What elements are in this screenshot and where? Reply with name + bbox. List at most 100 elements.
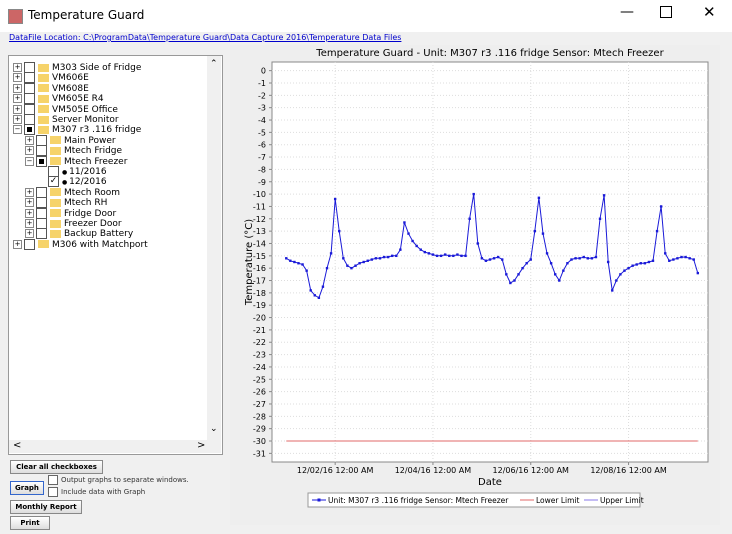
x-tick-label: 12/02/16 12:00 AM: [297, 466, 374, 475]
data-point: [578, 257, 581, 260]
chart-title: Temperature Guard - Unit: M307 r3 .116 f…: [315, 48, 664, 59]
data-point: [362, 260, 365, 264]
minimize[interactable]: —: [620, 4, 634, 20]
data-point: [411, 239, 414, 243]
data-point: [611, 289, 614, 292]
data-file-link[interactable]: DataFile Location: C:\ProgramData\Temper…: [9, 33, 402, 42]
legend-marker: [317, 498, 321, 502]
data-point: [574, 257, 577, 260]
data-point: [582, 255, 585, 259]
tree-label: Fridge Door: [64, 208, 117, 219]
tree-node[interactable]: + M306 with Matchport: [13, 238, 148, 250]
y-tick-label: -28: [253, 412, 266, 421]
tree-label: 11/2016: [69, 167, 107, 177]
tree-node[interactable]: + Backup Battery: [25, 228, 134, 240]
y-tick-label: -29: [253, 425, 266, 434]
data-point: [631, 264, 634, 267]
maximize[interactable]: [660, 6, 672, 18]
legend-label: Upper Limit: [600, 496, 644, 505]
graph-button[interactable]: Graph: [10, 481, 44, 495]
tree-label: VM505E Office: [52, 104, 118, 115]
tree-node[interactable]: − Mtech Freezer: [25, 155, 128, 167]
data-point: [293, 260, 296, 264]
data-point: [460, 254, 463, 258]
tree-node[interactable]: − M307 r3 .116 fridge: [13, 124, 142, 136]
data-point: [439, 254, 443, 258]
data-point: [305, 269, 308, 272]
x-axis-label: Date: [478, 477, 502, 488]
data-point: [586, 257, 589, 260]
data-point: [370, 258, 374, 261]
y-tick-label: -27: [253, 400, 266, 409]
data-point: [342, 257, 345, 260]
separate-label: Output graphs to separate windows.: [61, 476, 189, 484]
data-point: [513, 279, 516, 282]
h-scrollbar[interactable]: < >: [9, 440, 221, 453]
x-tick-label: 12/04/16 12:00 AM: [395, 466, 472, 475]
data-point: [623, 269, 626, 272]
tree-label: Server Monitor: [52, 115, 119, 125]
data-point: [562, 269, 565, 272]
data-point: [488, 258, 492, 261]
y-axis-label: Temperature (°C): [244, 219, 255, 306]
tree-label: Mtech Room: [64, 187, 120, 198]
y-tick-label: -9: [258, 178, 266, 187]
tree-label: M303 Side of Fridge: [52, 63, 142, 73]
y-tick-label: -18: [253, 289, 266, 298]
data-point: [517, 273, 520, 276]
data-point: [696, 271, 700, 275]
separate-checkbox[interactable]: [48, 475, 58, 485]
y-tick-label: -4: [258, 116, 266, 125]
data-point: [403, 221, 406, 224]
x-tick-label: 12/08/16 12:00 AM: [590, 466, 667, 475]
data-point: [350, 266, 353, 270]
tree-label: M307 r3 .116 fridge: [52, 125, 142, 136]
data-point: [338, 229, 341, 233]
data-point: [423, 250, 427, 254]
data-point: [664, 252, 667, 255]
data-point: [570, 258, 573, 261]
data-point: [484, 259, 488, 262]
data-point: [647, 260, 651, 264]
data-point: [289, 259, 292, 262]
data-point: [615, 279, 618, 282]
data-point: [448, 254, 451, 258]
data-point: [643, 262, 647, 265]
data-point: [680, 255, 683, 259]
y-tick-label: -25: [253, 375, 266, 384]
v-scrollbar[interactable]: ⌃ ⌄: [207, 56, 221, 440]
data-point: [598, 217, 602, 220]
data-point: [525, 262, 528, 265]
data-point: [594, 255, 598, 259]
y-tick-label: -31: [253, 449, 266, 458]
data-point: [346, 264, 349, 267]
data-point: [566, 262, 569, 265]
close[interactable]: ✕: [703, 3, 716, 21]
y-tick-label: -19: [253, 301, 266, 310]
y-tick-label: -26: [253, 388, 266, 397]
data-point: [639, 262, 642, 265]
data-point: [541, 232, 545, 235]
y-tick-label: -24: [253, 363, 266, 372]
y-tick-label: -11: [253, 202, 266, 211]
data-point: [395, 254, 398, 258]
tree-node[interactable]: + VM606E: [13, 72, 89, 84]
data-point: [635, 263, 638, 266]
data-point: [501, 258, 504, 261]
include-checkbox[interactable]: [48, 487, 58, 497]
y-tick-label: -3: [258, 104, 266, 113]
monthly-button[interactable]: Monthly Report: [10, 500, 82, 514]
tree-node[interactable]: ✓ ● 12/2016: [48, 176, 107, 188]
data-point: [659, 205, 663, 208]
print-button[interactable]: Print: [10, 516, 50, 530]
data-point: [329, 252, 333, 255]
clear-button[interactable]: Clear all checkboxes: [10, 460, 103, 474]
data-point: [492, 257, 496, 260]
data-point: [317, 296, 321, 300]
legend-label: Unit: M307 r3 .116 fridge Sensor: Mtech …: [328, 496, 509, 505]
data-point: [692, 258, 695, 261]
plot-area: [271, 61, 709, 463]
app-icon: [8, 9, 23, 24]
